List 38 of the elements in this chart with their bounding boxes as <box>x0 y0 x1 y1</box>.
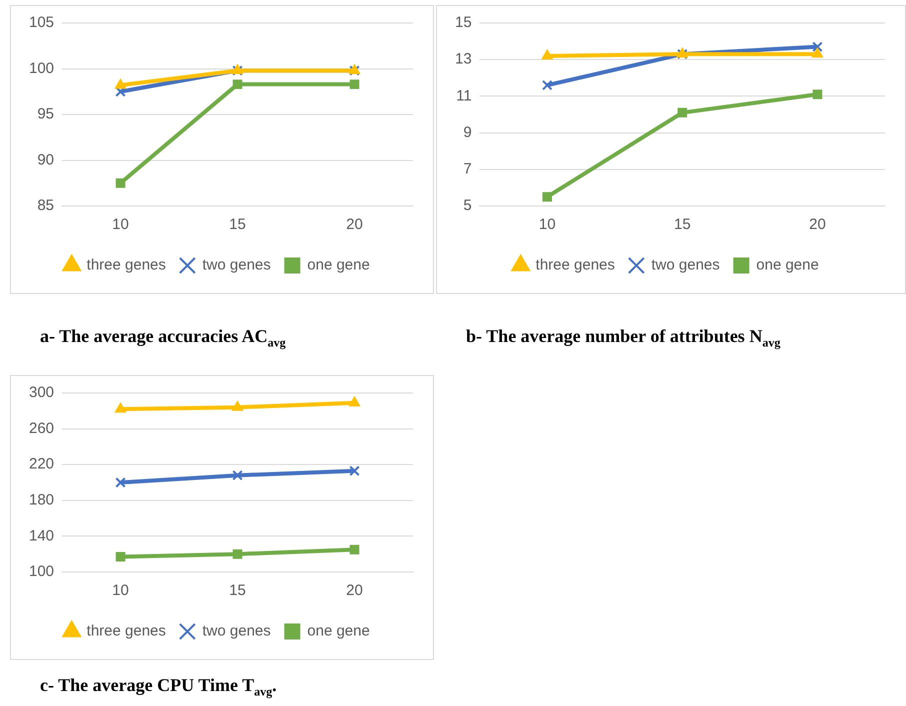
legend-label: two genes <box>202 256 271 274</box>
y-tick-label: 100 <box>28 60 54 77</box>
legend-label: two genes <box>651 256 720 274</box>
legend-label: two genes <box>202 622 271 640</box>
x-tick-label: 15 <box>229 582 246 600</box>
y-tick-label: 85 <box>37 197 54 214</box>
x-tick-label: 10 <box>112 582 129 600</box>
text: a- The average accuracies AC$_{avg}$ <box>40 326 286 351</box>
legend-label: three genes <box>536 256 615 274</box>
legend-label: one gene <box>756 256 819 274</box>
legend-label: one gene <box>307 256 370 274</box>
text: b- The average number of attributes N$_{avg}$ <box>466 326 780 351</box>
y-tick-label: 15 <box>454 14 472 32</box>
y-tick-label: 300 <box>28 384 54 402</box>
y-tick-label: 90 <box>37 151 54 168</box>
y-tick-label: 140 <box>28 527 54 544</box>
x-tick-label: 20 <box>346 216 363 234</box>
y-tick-label: 7 <box>463 160 472 178</box>
y-tick-label: 11 <box>456 87 472 104</box>
x-tick-label: 15 <box>674 216 691 234</box>
x-tick-label: 20 <box>346 582 363 600</box>
y-tick-label: 220 <box>28 456 54 473</box>
x-tick-label: 10 <box>112 216 129 234</box>
y-tick-label: 105 <box>28 14 54 32</box>
y-tick-label: 9 <box>463 124 472 141</box>
y-tick-label: 5 <box>463 197 472 214</box>
x-tick-label: 20 <box>809 216 826 234</box>
y-tick-label: 260 <box>28 420 54 437</box>
text: c- The average CPU Time T$_{avg}$. <box>40 675 277 700</box>
x-tick-label: 15 <box>229 216 246 234</box>
legend-label: three genes <box>86 256 166 274</box>
y-tick-label: 95 <box>37 106 54 123</box>
y-tick-label: 13 <box>454 50 472 68</box>
y-tick-label: 100 <box>28 563 54 580</box>
y-tick-label: 180 <box>28 492 54 509</box>
legend-label: one gene <box>307 622 370 640</box>
x-tick-label: 10 <box>538 216 556 234</box>
legend-label: three genes <box>86 622 166 640</box>
